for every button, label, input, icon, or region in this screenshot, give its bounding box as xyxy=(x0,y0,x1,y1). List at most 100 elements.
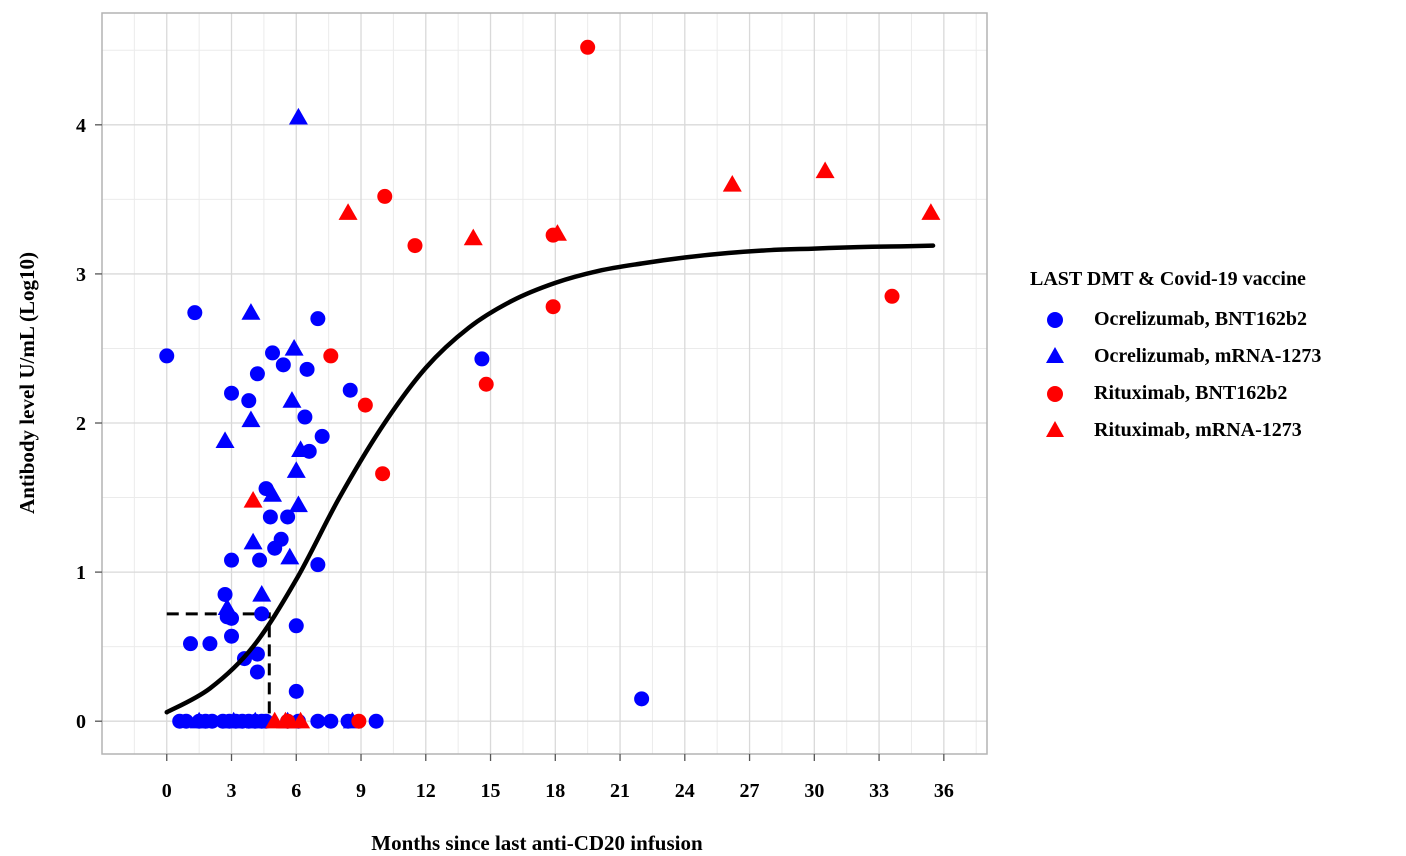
data-point-triangle xyxy=(722,174,742,192)
dashed-reference-line xyxy=(166,612,271,722)
x-tick-label: 27 xyxy=(740,780,760,802)
data-point-triangle xyxy=(291,711,311,729)
data-point-circle xyxy=(323,713,339,729)
data-point-circle xyxy=(375,466,391,482)
x-tick-label: 36 xyxy=(934,780,954,802)
legend-title: LAST DMT & Covid-19 vaccine xyxy=(1030,268,1306,290)
x-tick-label: 3 xyxy=(227,780,237,802)
x-tick-label: 18 xyxy=(545,780,565,802)
data-point-circle xyxy=(202,636,218,652)
y-axis-title: Antibody level U/mL (Log10) xyxy=(15,252,39,514)
data-point-triangle xyxy=(243,532,263,550)
x-tick-label: 9 xyxy=(356,780,366,802)
red-circle-legend-key xyxy=(1047,386,1063,402)
data-point-triangle xyxy=(286,461,306,478)
x-tick-labels: 0 3 6 9 12 15 18 21 24 27 30 33 36 xyxy=(162,780,954,802)
red-triangle-legend-key xyxy=(1046,421,1064,437)
data-point-triangle xyxy=(338,203,358,220)
data-point-triangle xyxy=(280,547,300,565)
data-point-triangle xyxy=(291,440,311,457)
data-point-circle xyxy=(299,361,315,377)
data-point-triangle xyxy=(252,584,272,602)
data-point-circle xyxy=(368,713,384,729)
data-point-circle xyxy=(262,509,278,525)
data-point-triangle xyxy=(284,338,304,356)
legend-label: Ocrelizumab, mRNA-1273 xyxy=(1094,345,1322,367)
data-point-circle xyxy=(224,628,240,644)
data-point-circle xyxy=(351,713,367,729)
data-point-circle xyxy=(178,713,194,729)
plot-area-border xyxy=(101,12,988,755)
data-point-circle xyxy=(183,636,198,652)
x-axis-title: Months since last anti-CD20 infusion xyxy=(371,831,703,855)
data-point-triangle xyxy=(547,224,567,241)
data-point-triangle xyxy=(224,711,244,729)
data-point-circle xyxy=(241,393,257,409)
x-tick-label: 21 xyxy=(610,780,630,802)
legend-label: Ocrelizumab, BNT162b2 xyxy=(1094,308,1307,330)
x-tick-label: 15 xyxy=(481,780,501,802)
x-tick-label: 30 xyxy=(804,780,824,802)
x-tick-label: 0 xyxy=(162,780,172,802)
data-point-circle xyxy=(252,552,268,568)
data-point-circle xyxy=(288,618,304,634)
data-point-triangle xyxy=(288,495,308,513)
x-tick-label: 33 xyxy=(869,780,889,802)
data-point-triangle xyxy=(282,391,302,408)
legend-item-ocrelizumab-mrna-1273: Ocrelizumab, mRNA-1273 xyxy=(1030,342,1400,379)
legend-item-ocrelizumab-bnt162b2: Ocrelizumab, BNT162b2 xyxy=(1030,305,1400,342)
data-point-circle xyxy=(377,188,393,204)
y-tick-label: 1 xyxy=(76,562,86,584)
data-point-circle xyxy=(310,311,326,327)
data-point-circle xyxy=(342,382,358,398)
y-tick-label: 4 xyxy=(76,115,86,137)
data-point-triangle xyxy=(241,303,261,320)
data-point-triangle xyxy=(243,491,263,508)
legend-label: Rituximab, BNT162b2 xyxy=(1094,382,1288,404)
data-point-triangle xyxy=(815,161,835,179)
data-point-triangle xyxy=(921,203,941,220)
data-point-circle xyxy=(280,509,296,525)
data-point-triangle xyxy=(215,431,235,449)
legend-item-rituximab-mrna-1273: Rituximab, mRNA-1273 xyxy=(1030,416,1400,453)
data-point-circle xyxy=(288,683,304,699)
data-point-triangle xyxy=(241,410,261,428)
data-point-circle xyxy=(224,552,240,568)
data-point-triangle xyxy=(463,228,483,246)
y-tick-labels: 0 1 2 3 4 xyxy=(76,115,86,733)
data-point-circle xyxy=(634,691,650,707)
data-point-circle xyxy=(187,305,203,321)
data-points xyxy=(159,39,941,729)
fitted-curve-group xyxy=(164,243,936,715)
data-point-circle xyxy=(474,351,490,367)
data-point-circle xyxy=(580,39,596,55)
data-point-circle xyxy=(265,345,281,361)
data-point-circle xyxy=(310,713,326,729)
data-point-circle xyxy=(224,385,240,401)
data-point-circle xyxy=(217,586,233,602)
data-point-circle xyxy=(267,540,283,556)
data-point-triangle xyxy=(263,485,283,502)
data-point-triangle xyxy=(275,711,295,729)
y-tick-label: 0 xyxy=(76,711,86,733)
y-tick-label: 2 xyxy=(76,413,86,435)
data-point-circle xyxy=(297,409,313,425)
fitted-curve xyxy=(164,243,936,715)
x-tick-label: 12 xyxy=(416,780,436,802)
data-point-triangle xyxy=(288,107,308,125)
y-tick-label: 3 xyxy=(76,264,86,286)
x-tick-label: 6 xyxy=(291,780,301,802)
data-point-circle xyxy=(323,348,339,364)
data-point-triangle xyxy=(217,598,237,616)
data-point-circle xyxy=(249,664,265,680)
legend-item-rituximab-bnt162b2: Rituximab, BNT162b2 xyxy=(1030,379,1400,416)
data-point-circle xyxy=(275,357,291,373)
data-point-circle xyxy=(357,397,373,413)
axis-ticks xyxy=(95,124,945,761)
blue-circle-legend-key xyxy=(1047,312,1063,328)
data-point-circle xyxy=(478,376,494,392)
data-point-circle xyxy=(204,713,220,729)
data-point-circle xyxy=(884,288,900,304)
data-point-triangle xyxy=(245,711,265,729)
